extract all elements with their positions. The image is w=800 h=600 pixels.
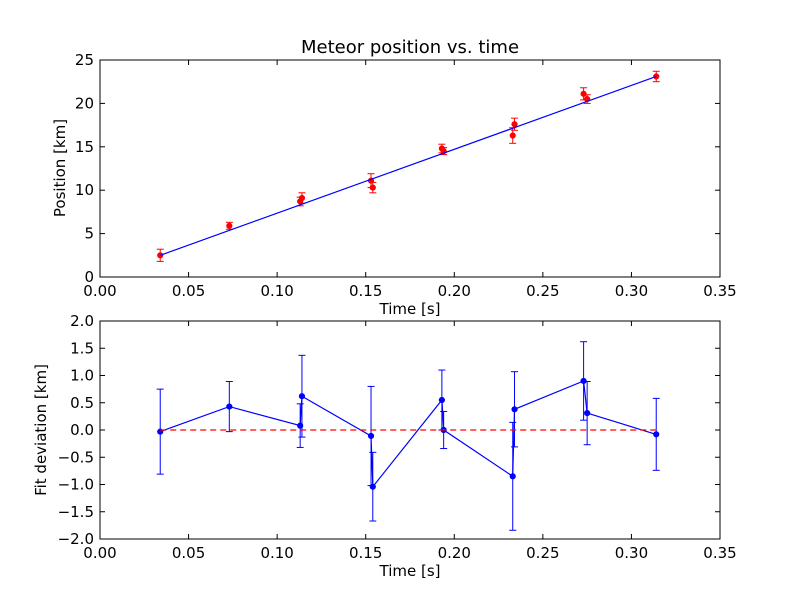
y-tick-label: 1.0 [70,367,94,385]
y-tick-label: 20 [75,94,94,112]
y-tick-label: 0 [84,268,94,286]
x-tick-label: 0.00 [83,282,116,300]
x-tick-label: 0.20 [438,282,471,300]
x-tick-label: 0.30 [615,544,648,562]
x-tick-label: 0.35 [703,282,736,300]
data-point [511,406,518,413]
y-axis-label: Position [km] [51,119,69,217]
x-tick-label: 0.25 [526,544,559,562]
y-tick-label: 0.0 [70,421,94,439]
data-point [226,222,233,229]
y-tick-label: −1.5 [58,503,94,521]
data-point [367,432,375,440]
deviation-plot-marks [156,341,660,531]
y-tick-label: 1.5 [70,339,94,357]
y-tick-label: 15 [75,138,94,156]
chart-title: Meteor position vs. time [301,37,519,58]
fit-line [160,75,657,256]
data-point [584,410,591,417]
y-tick-label: −2.0 [58,530,94,548]
position-plot: Meteor position vs. time 0.00 0.05 0.10 0.1… [51,37,737,318]
y-tick-label: −1.0 [58,476,94,494]
y-axis-label: Fit deviation [km] [32,364,50,496]
x-tick-label: 0.10 [260,282,293,300]
data-point [511,121,518,128]
x-tick-label: 0.15 [349,282,382,300]
data-point [369,483,376,490]
y-tick-label: 0.5 [70,394,94,412]
y-tick-label: 25 [75,51,94,69]
x-axis-label: Time [s] [379,562,441,580]
y-tick-label: 10 [75,181,94,199]
deviation-plot: 0.00 0.05 0.10 0.15 0.20 0.25 0.30 0.35 −2.0 −1.… [32,312,737,580]
data-point [580,377,587,385]
x-tick-label: 0.10 [260,544,293,562]
data-point [369,184,376,191]
x-tick-label: 0.35 [703,544,736,562]
x-tick-label: 0.20 [438,544,471,562]
x-tick-label: 0.05 [172,282,205,300]
data-point [298,194,306,202]
deviation-plot-x-ticks: 0.00 0.05 0.10 0.15 0.20 0.25 0.30 0.35 [83,321,737,562]
x-tick-label: 0.00 [83,544,116,562]
x-tick-label: 0.15 [349,544,382,562]
data-point [298,393,306,400]
y-tick-label: 2.0 [70,312,94,330]
y-tick-label: −0.5 [58,448,94,466]
position-plot-frame [99,59,721,278]
data-point [653,431,660,438]
data-point [509,473,516,480]
data-point [653,73,660,80]
y-tick-label: 5 [84,225,94,243]
x-tick-label: 0.25 [526,282,559,300]
deviation-plot-y-ticks: −2.0 −1.5 −1.0 −0.5 0.0 0.5 1.0 1.5 2.0 [58,312,720,548]
data-point [509,132,516,139]
data-point [438,396,445,404]
x-tick-label: 0.05 [172,544,205,562]
position-plot-marks [156,70,660,262]
data-point [226,403,233,410]
x-axis-label: Time [s] [379,300,441,318]
data-point [580,90,587,97]
position-plot-x-ticks: 0.00 0.05 0.10 0.15 0.20 0.25 0.30 0.35 [83,60,737,300]
x-tick-label: 0.30 [615,282,648,300]
position-plot-y-ticks: 0 5 10 15 20 25 [75,51,720,286]
